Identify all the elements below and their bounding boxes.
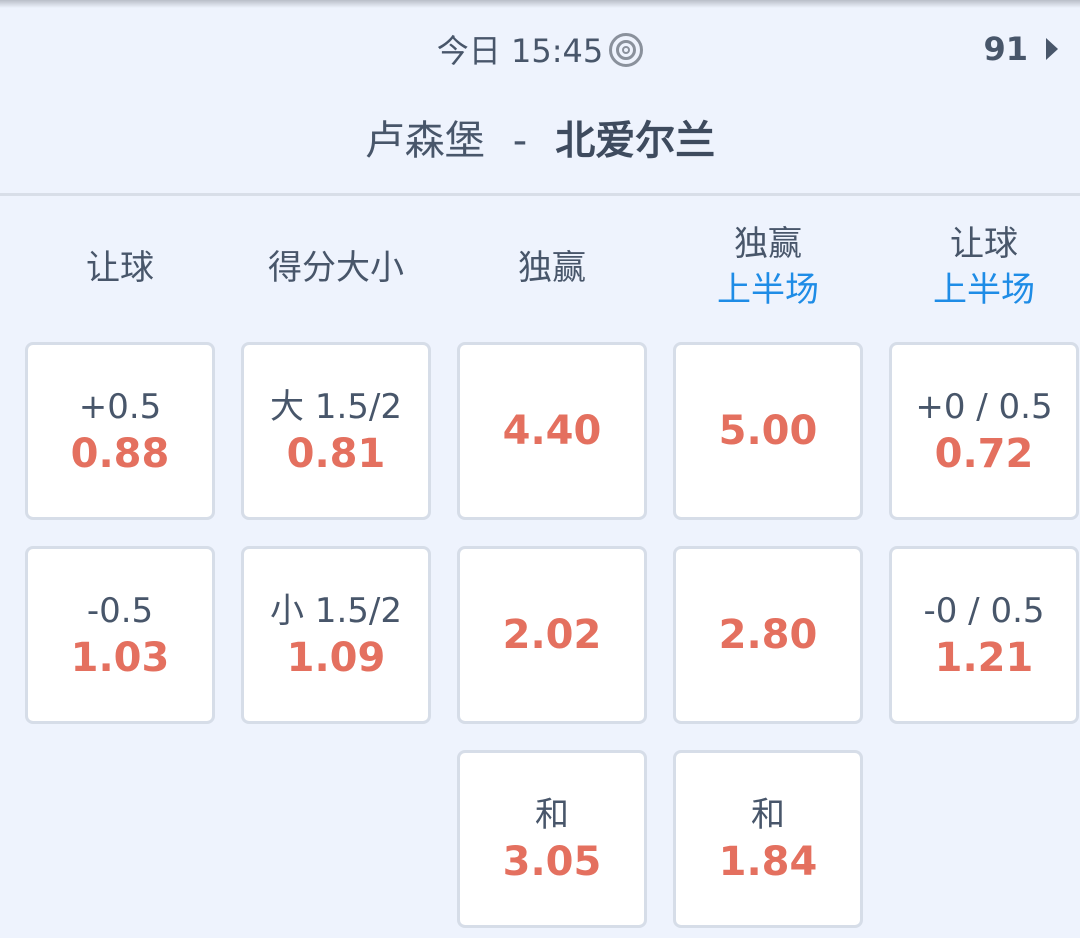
odds-value: 1.84 [718,839,818,885]
odds-button[interactable]: 4.40 [457,342,647,520]
column-header: 独赢 [457,245,647,291]
odds-button[interactable]: +0 / 0.5 0.72 [889,342,1079,520]
column-header: 让球 上半场 [889,221,1079,313]
column-header: 得分大小 [241,245,431,291]
odds-button[interactable]: 2.80 [673,546,863,724]
odds-button[interactable]: 大 1.5/2 0.81 [241,342,431,520]
odds-value: 1.09 [286,635,386,681]
odds-line: -0 / 0.5 [923,591,1045,631]
odds-line: 和 [535,795,569,835]
odds-value: 0.81 [286,431,386,477]
odds-button[interactable]: 小 1.5/2 1.09 [241,546,431,724]
match-title: 卢森堡 - 北爱尔兰 [0,108,1080,166]
column-label: 独赢 [734,224,802,264]
home-team: 卢森堡 [364,118,485,164]
odds-value: 0.72 [934,431,1034,477]
more-markets-count: 91 [983,30,1028,68]
column-label: 独赢 [518,248,586,288]
odds-button[interactable]: 和 3.05 [457,750,647,928]
column-label: 让球 [950,224,1018,264]
column-header: 让球 [25,245,215,291]
odds-value: 2.80 [718,612,818,658]
odds-value: 2.02 [502,612,602,658]
chevron-right-icon [1046,38,1058,60]
odds-value: 3.05 [502,839,602,885]
odds-button[interactable]: 和 1.84 [673,750,863,928]
match-time: 今日 15:45 [0,26,1080,72]
odds-value: 0.88 [70,431,170,477]
odds-line: +0.5 [78,387,162,427]
divider [0,193,1080,196]
odds-line: 和 [751,795,785,835]
odds-line: 小 1.5/2 [270,591,402,631]
odds-button[interactable]: -0 / 0.5 1.21 [889,546,1079,724]
odds-button[interactable]: 2.02 [457,546,647,724]
match-time-text: 今日 15:45 [436,32,604,70]
team-separator: - [512,118,528,164]
odds-line: -0.5 [86,591,154,631]
column-sublabel: 上半场 [933,270,1035,310]
odds-value: 1.03 [70,635,170,681]
odds-button[interactable]: 5.00 [673,342,863,520]
odds-line: 大 1.5/2 [270,387,402,427]
more-markets-button[interactable]: 91 [983,30,1058,68]
live-target-icon[interactable] [609,33,644,67]
column-header: 独赢 上半场 [673,221,863,313]
column-sublabel: 上半场 [717,270,819,310]
odds-value: 1.21 [934,635,1034,681]
column-label: 让球 [86,248,154,288]
column-label: 得分大小 [268,248,404,288]
odds-line: +0 / 0.5 [915,387,1053,427]
odds-button[interactable]: +0.5 0.88 [25,342,215,520]
odds-value: 4.40 [502,408,602,454]
away-team: 北爱尔兰 [555,118,716,164]
odds-value: 5.00 [718,408,818,454]
odds-button[interactable]: -0.5 1.03 [25,546,215,724]
top-shadow [0,0,1080,8]
